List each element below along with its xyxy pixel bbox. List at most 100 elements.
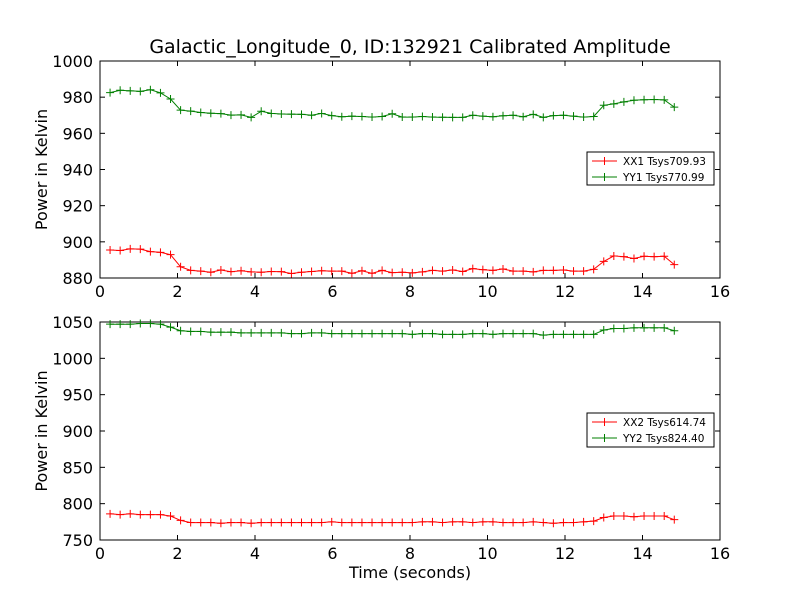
- data-point: [428, 113, 437, 122]
- data-point: [408, 268, 417, 277]
- legend-marker: [600, 418, 609, 426]
- y-tick-label: 800: [62, 495, 93, 514]
- data-point: [468, 329, 477, 338]
- data-point: [468, 518, 477, 527]
- legend-marker: [600, 157, 609, 165]
- data-point: [549, 111, 558, 120]
- y-tick-label: 920: [62, 197, 93, 216]
- data-point: [589, 265, 598, 274]
- x-tick-label: 12: [555, 282, 575, 301]
- data-point: [629, 254, 638, 263]
- data-point: [317, 328, 326, 337]
- y-axis-label: Power in Kelvin: [32, 109, 51, 230]
- data-point: [166, 512, 175, 521]
- data-point: [317, 109, 326, 118]
- data-point: [337, 518, 346, 527]
- data-point: [126, 86, 135, 95]
- data-point: [237, 518, 246, 527]
- data-point: [297, 518, 306, 527]
- data-point: [418, 267, 427, 276]
- data-point: [619, 324, 628, 333]
- data-point: [247, 519, 256, 528]
- data-point: [196, 108, 205, 117]
- data-point: [468, 111, 477, 120]
- data-point: [116, 86, 125, 95]
- data-point: [287, 110, 296, 119]
- data-point: [368, 269, 377, 278]
- data-point: [378, 329, 387, 338]
- data-point: [357, 266, 366, 275]
- data-point: [327, 329, 336, 338]
- data-point: [478, 329, 487, 338]
- data-point: [599, 257, 608, 266]
- data-point: [106, 88, 115, 97]
- data-point: [166, 323, 175, 332]
- data-point: [660, 323, 669, 332]
- data-point: [136, 510, 145, 519]
- y-tick-label: 900: [62, 422, 93, 441]
- data-point: [559, 111, 568, 120]
- x-tick-label: 14: [632, 544, 652, 563]
- data-point: [499, 518, 507, 527]
- data-point: [337, 112, 346, 121]
- data-point: [267, 109, 276, 118]
- data-point: [529, 329, 538, 338]
- data-point: [237, 110, 246, 119]
- data-point: [468, 264, 477, 273]
- data-point: [146, 85, 155, 94]
- data-point: [327, 517, 336, 526]
- data-point: [196, 267, 205, 276]
- data-point: [257, 328, 266, 337]
- x-tick-label: 2: [172, 544, 182, 563]
- data-point: [136, 319, 145, 328]
- data-point: [287, 329, 296, 338]
- legend-box: [586, 412, 715, 448]
- data-point: [206, 518, 215, 527]
- data-point: [579, 517, 588, 526]
- data-point: [448, 330, 457, 339]
- data-point: [670, 326, 679, 335]
- y-tick-label: 950: [62, 386, 93, 405]
- y-tick-label: 750: [62, 531, 93, 550]
- data-point: [216, 266, 225, 275]
- data-point: [176, 106, 185, 115]
- data-point: [327, 267, 336, 276]
- data-point: [428, 266, 437, 275]
- data-point: [448, 517, 457, 526]
- data-point: [589, 330, 598, 339]
- data-point: [186, 327, 195, 336]
- data-point: [116, 510, 125, 519]
- data-point: [398, 518, 407, 527]
- data-point: [488, 517, 497, 526]
- data-point: [539, 266, 548, 275]
- data-point: [448, 113, 457, 122]
- x-tick-label: 8: [405, 282, 415, 301]
- data-point: [166, 250, 175, 259]
- data-point: [478, 517, 487, 526]
- data-point: [629, 323, 638, 332]
- data-point: [257, 107, 266, 116]
- y-tick-label: 1000: [52, 349, 93, 368]
- data-point: [307, 518, 316, 527]
- data-point: [519, 267, 528, 276]
- data-point: [257, 268, 266, 277]
- data-point: [629, 512, 638, 521]
- data-point: [640, 323, 649, 332]
- data-point: [126, 509, 135, 518]
- data-point: [609, 512, 618, 521]
- data-point: [156, 88, 165, 97]
- data-point: [529, 267, 538, 276]
- legend: XX2 Tsys614.74 YY2 Tsys824.40: [586, 412, 715, 448]
- data-point: [579, 113, 588, 122]
- data-point: [317, 518, 326, 527]
- data-point: [619, 252, 628, 261]
- data-point: [539, 113, 548, 122]
- x-tick-label: 14: [632, 282, 652, 301]
- data-point: [640, 95, 649, 104]
- legend-entry: YY2 Tsys824.40: [622, 433, 704, 445]
- legend-entry: YY1 Tsys770.99: [622, 172, 704, 184]
- data-point: [237, 328, 246, 337]
- data-point: [368, 113, 377, 122]
- data-point: [670, 260, 679, 269]
